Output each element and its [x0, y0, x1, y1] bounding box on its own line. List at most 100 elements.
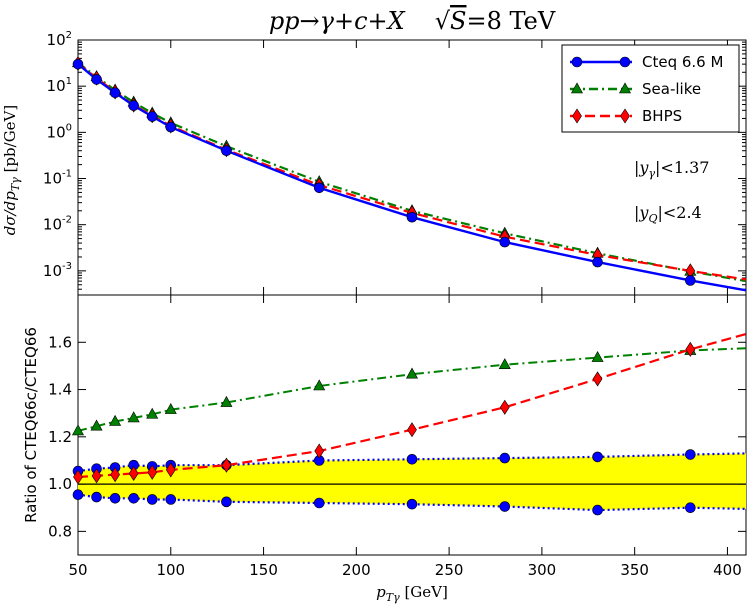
legend-label: Sea-like: [642, 80, 701, 98]
bottom-bhps-point: [685, 341, 696, 357]
legend-marker: [572, 108, 582, 124]
top-series: [71, 55, 747, 292]
band-fill: [78, 453, 746, 511]
title-energy: =8 TeV: [467, 7, 556, 35]
bottom-x-ticks: 50 100 150 200 250 300 350 400: [68, 295, 742, 579]
top-cteq-point: [685, 275, 696, 286]
legend-marker: [619, 56, 631, 68]
bottom-y-tick-label: 1.4: [48, 381, 72, 399]
title-process: pp→γ+c+X: [269, 7, 406, 35]
bottom-cteq-lower-point: [109, 492, 121, 504]
bottom-bhps-point: [128, 465, 139, 482]
top-cteq-point: [128, 100, 139, 111]
legend-marker: [620, 108, 630, 124]
bottom-cteq-lower-point: [221, 496, 232, 508]
bottom-x-tick-label: 100: [156, 561, 185, 579]
bottom-y-tick-label: 0.8: [48, 522, 72, 540]
top-y-tick-label: 100: [47, 122, 72, 141]
bottom-ylabel: Ratio of CTEQ66c/CTEQ66: [22, 327, 40, 523]
bottom-cteq-upper-point: [592, 451, 603, 463]
top-cteq-point: [499, 236, 511, 248]
bottom-plot: 0.81.01.21.41.6 50 100 150 200 250 300 350 400 …: [22, 294, 747, 604]
bottom-cteq-upper-point: [406, 453, 418, 465]
top-cteq-point: [165, 121, 177, 133]
bottom-cteq-lower-point: [313, 497, 325, 509]
top-cteq-point: [146, 111, 158, 122]
bottom-sea-like-point: [90, 419, 103, 431]
bottom-x-tick-label: 50: [68, 561, 87, 579]
legend-label: BHPS: [642, 107, 682, 125]
bottom-cteq-lower-point: [91, 491, 102, 503]
bottom-sea-like-point: [313, 379, 326, 391]
bottom-cteq-lower-point: [592, 504, 603, 516]
top-cteq-point: [592, 256, 603, 268]
top-y-tick-label: 10-2: [43, 215, 72, 234]
bottom-x-tick-label: 300: [528, 561, 557, 579]
legend-label: Cteq 6.6 M: [642, 53, 723, 71]
top-y-ticks: 10-3 10-2 10-1 100 101 102: [43, 30, 746, 296]
bottom-sea-like-point: [220, 395, 233, 407]
legend-marker: [618, 82, 632, 94]
top-cteq-point: [406, 211, 418, 223]
bottom-sea-like-point: [164, 403, 177, 414]
bottom-cteq-upper-point: [685, 449, 696, 460]
bottom-bhps-point: [221, 457, 232, 473]
bottom-bhps-point: [147, 464, 158, 480]
top-x-ticks: [77, 40, 728, 295]
bottom-bhps-point: [499, 399, 510, 415]
bottom-sea-like-line: [77, 347, 747, 432]
bottom-bhps-point: [73, 469, 83, 485]
bottom-sea-like-point: [591, 351, 604, 362]
bottom-y-tick-label: 1.0: [48, 475, 72, 493]
bottom-sea-like-point: [498, 358, 511, 370]
bottom-sea-like-point: [127, 411, 140, 423]
bottom-cteq-lower-point: [499, 501, 511, 512]
top-cteq-point: [221, 145, 232, 157]
title-s: S: [450, 7, 466, 35]
bottom-cteq-lower-point: [685, 502, 696, 514]
annotation-y-q: |yQ|<2.4: [634, 203, 702, 225]
bottom-sea-like-point: [405, 367, 419, 379]
bottom-bhps-point: [91, 468, 102, 484]
top-cteq-point: [313, 182, 325, 194]
bottom-bhps-point: [592, 371, 603, 387]
top-cteq-point: [109, 87, 121, 99]
bottom-sea-like-point: [146, 407, 159, 419]
bottom-y-tick-label: 1.2: [48, 428, 72, 446]
bottom-x-tick-label: 250: [435, 561, 464, 579]
bottom-cteq-upper-point: [499, 452, 511, 464]
bottom-bhps-point: [165, 462, 176, 478]
top-y-tick-label: 10-3: [43, 261, 72, 280]
bottom-bhps-point: [110, 467, 120, 483]
bottom-y-ticks: 0.8 1.0 1.2 1.4 1.6: [48, 333, 746, 540]
bottom-bhps-point: [407, 422, 417, 438]
bottom-sea-like-point: [109, 414, 122, 426]
top-y-tick-label: 101: [47, 76, 72, 95]
uncertainty-band: [78, 453, 746, 511]
bottom-bhps-point: [314, 443, 325, 459]
title-sqrt: √: [435, 7, 451, 35]
top-cteq-point: [91, 74, 102, 85]
bottom-cteq-lower-point: [72, 489, 84, 501]
top-y-tick-label: 102: [47, 30, 72, 49]
bottom-xlabel: pTγ [GeV]: [376, 583, 448, 604]
chart-title: pp→γ+c+X √S=8 TeV: [269, 7, 556, 35]
bottom-x-tick-label: 200: [342, 561, 371, 579]
legend: Cteq 6.6 M Sea-like BHPS: [561, 44, 740, 133]
bottom-cteq-lower-point: [146, 494, 158, 505]
bottom-x-tick-label: 150: [249, 561, 278, 579]
bottom-x-tick-label: 400: [713, 561, 742, 579]
bottom-cteq-lower-point: [128, 492, 139, 504]
bottom-cteq-lower-point: [406, 498, 418, 510]
legend-marker: [570, 82, 584, 94]
bottom-y-tick-label: 1.6: [48, 333, 72, 351]
top-ylabel: dσ/dpTγ [pb/GeV]: [1, 105, 22, 235]
top-cteq-point: [72, 58, 84, 70]
annotation-y-gamma: |yγ|<1.37: [634, 158, 709, 180]
top-plot: 10-3 10-2 10-1 100 101 102 dσ/dpTγ [pb/GeV] |…: [1, 30, 747, 296]
bottom-cteq-lower-point: [165, 494, 177, 505]
legend-marker: [571, 56, 583, 68]
top-y-tick-label: 10-1: [43, 169, 72, 188]
bottom-x-tick-label: 350: [620, 561, 649, 579]
